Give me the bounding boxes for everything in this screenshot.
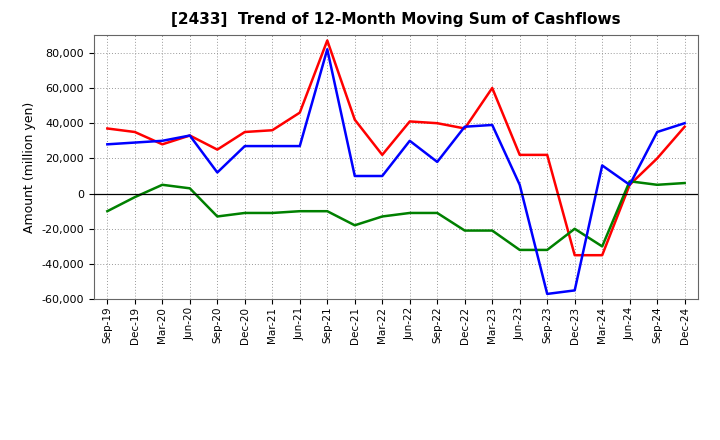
Free Cashflow	[405, 138, 414, 143]
Operating Cashflow	[186, 133, 194, 138]
Investing Cashflow	[186, 186, 194, 191]
Free Cashflow	[103, 142, 112, 147]
Operating Cashflow	[680, 124, 689, 129]
Free Cashflow	[433, 159, 441, 165]
Line: Investing Cashflow: Investing Cashflow	[107, 181, 685, 250]
Free Cashflow	[130, 140, 139, 145]
Investing Cashflow	[351, 223, 359, 228]
Investing Cashflow	[295, 209, 304, 214]
Operating Cashflow	[240, 129, 249, 135]
Investing Cashflow	[130, 194, 139, 200]
Investing Cashflow	[378, 214, 387, 219]
Free Cashflow	[240, 143, 249, 149]
Free Cashflow	[213, 170, 222, 175]
Free Cashflow	[378, 173, 387, 179]
Free Cashflow	[268, 143, 276, 149]
Operating Cashflow	[130, 129, 139, 135]
Operating Cashflow	[543, 152, 552, 158]
Operating Cashflow	[378, 152, 387, 158]
Operating Cashflow	[516, 152, 524, 158]
Free Cashflow	[653, 129, 662, 135]
Y-axis label: Amount (million yen): Amount (million yen)	[23, 102, 36, 233]
Investing Cashflow	[516, 247, 524, 253]
Operating Cashflow	[598, 253, 606, 258]
Title: [2433]  Trend of 12-Month Moving Sum of Cashflows: [2433] Trend of 12-Month Moving Sum of C…	[171, 12, 621, 27]
Investing Cashflow	[460, 228, 469, 233]
Operating Cashflow	[351, 117, 359, 122]
Operating Cashflow	[405, 119, 414, 124]
Investing Cashflow	[323, 209, 332, 214]
Free Cashflow	[351, 173, 359, 179]
Investing Cashflow	[543, 247, 552, 253]
Operating Cashflow	[268, 128, 276, 133]
Free Cashflow	[570, 288, 579, 293]
Free Cashflow	[516, 182, 524, 187]
Investing Cashflow	[626, 179, 634, 184]
Investing Cashflow	[653, 182, 662, 187]
Free Cashflow	[323, 47, 332, 52]
Free Cashflow	[680, 121, 689, 126]
Investing Cashflow	[240, 210, 249, 216]
Line: Operating Cashflow: Operating Cashflow	[107, 40, 685, 255]
Free Cashflow	[598, 163, 606, 168]
Free Cashflow	[295, 143, 304, 149]
Operating Cashflow	[570, 253, 579, 258]
Investing Cashflow	[405, 210, 414, 216]
Line: Free Cashflow: Free Cashflow	[107, 49, 685, 294]
Free Cashflow	[158, 138, 166, 143]
Free Cashflow	[460, 124, 469, 129]
Operating Cashflow	[460, 126, 469, 131]
Free Cashflow	[543, 291, 552, 297]
Operating Cashflow	[488, 85, 497, 91]
Investing Cashflow	[213, 214, 222, 219]
Free Cashflow	[488, 122, 497, 128]
Investing Cashflow	[268, 210, 276, 216]
Operating Cashflow	[653, 156, 662, 161]
Investing Cashflow	[598, 244, 606, 249]
Investing Cashflow	[433, 210, 441, 216]
Free Cashflow	[626, 182, 634, 187]
Investing Cashflow	[680, 180, 689, 186]
Operating Cashflow	[103, 126, 112, 131]
Investing Cashflow	[103, 209, 112, 214]
Operating Cashflow	[626, 182, 634, 187]
Investing Cashflow	[158, 182, 166, 187]
Operating Cashflow	[213, 147, 222, 152]
Operating Cashflow	[158, 142, 166, 147]
Investing Cashflow	[488, 228, 497, 233]
Operating Cashflow	[433, 121, 441, 126]
Free Cashflow	[186, 133, 194, 138]
Investing Cashflow	[570, 226, 579, 231]
Operating Cashflow	[323, 38, 332, 43]
Operating Cashflow	[295, 110, 304, 115]
